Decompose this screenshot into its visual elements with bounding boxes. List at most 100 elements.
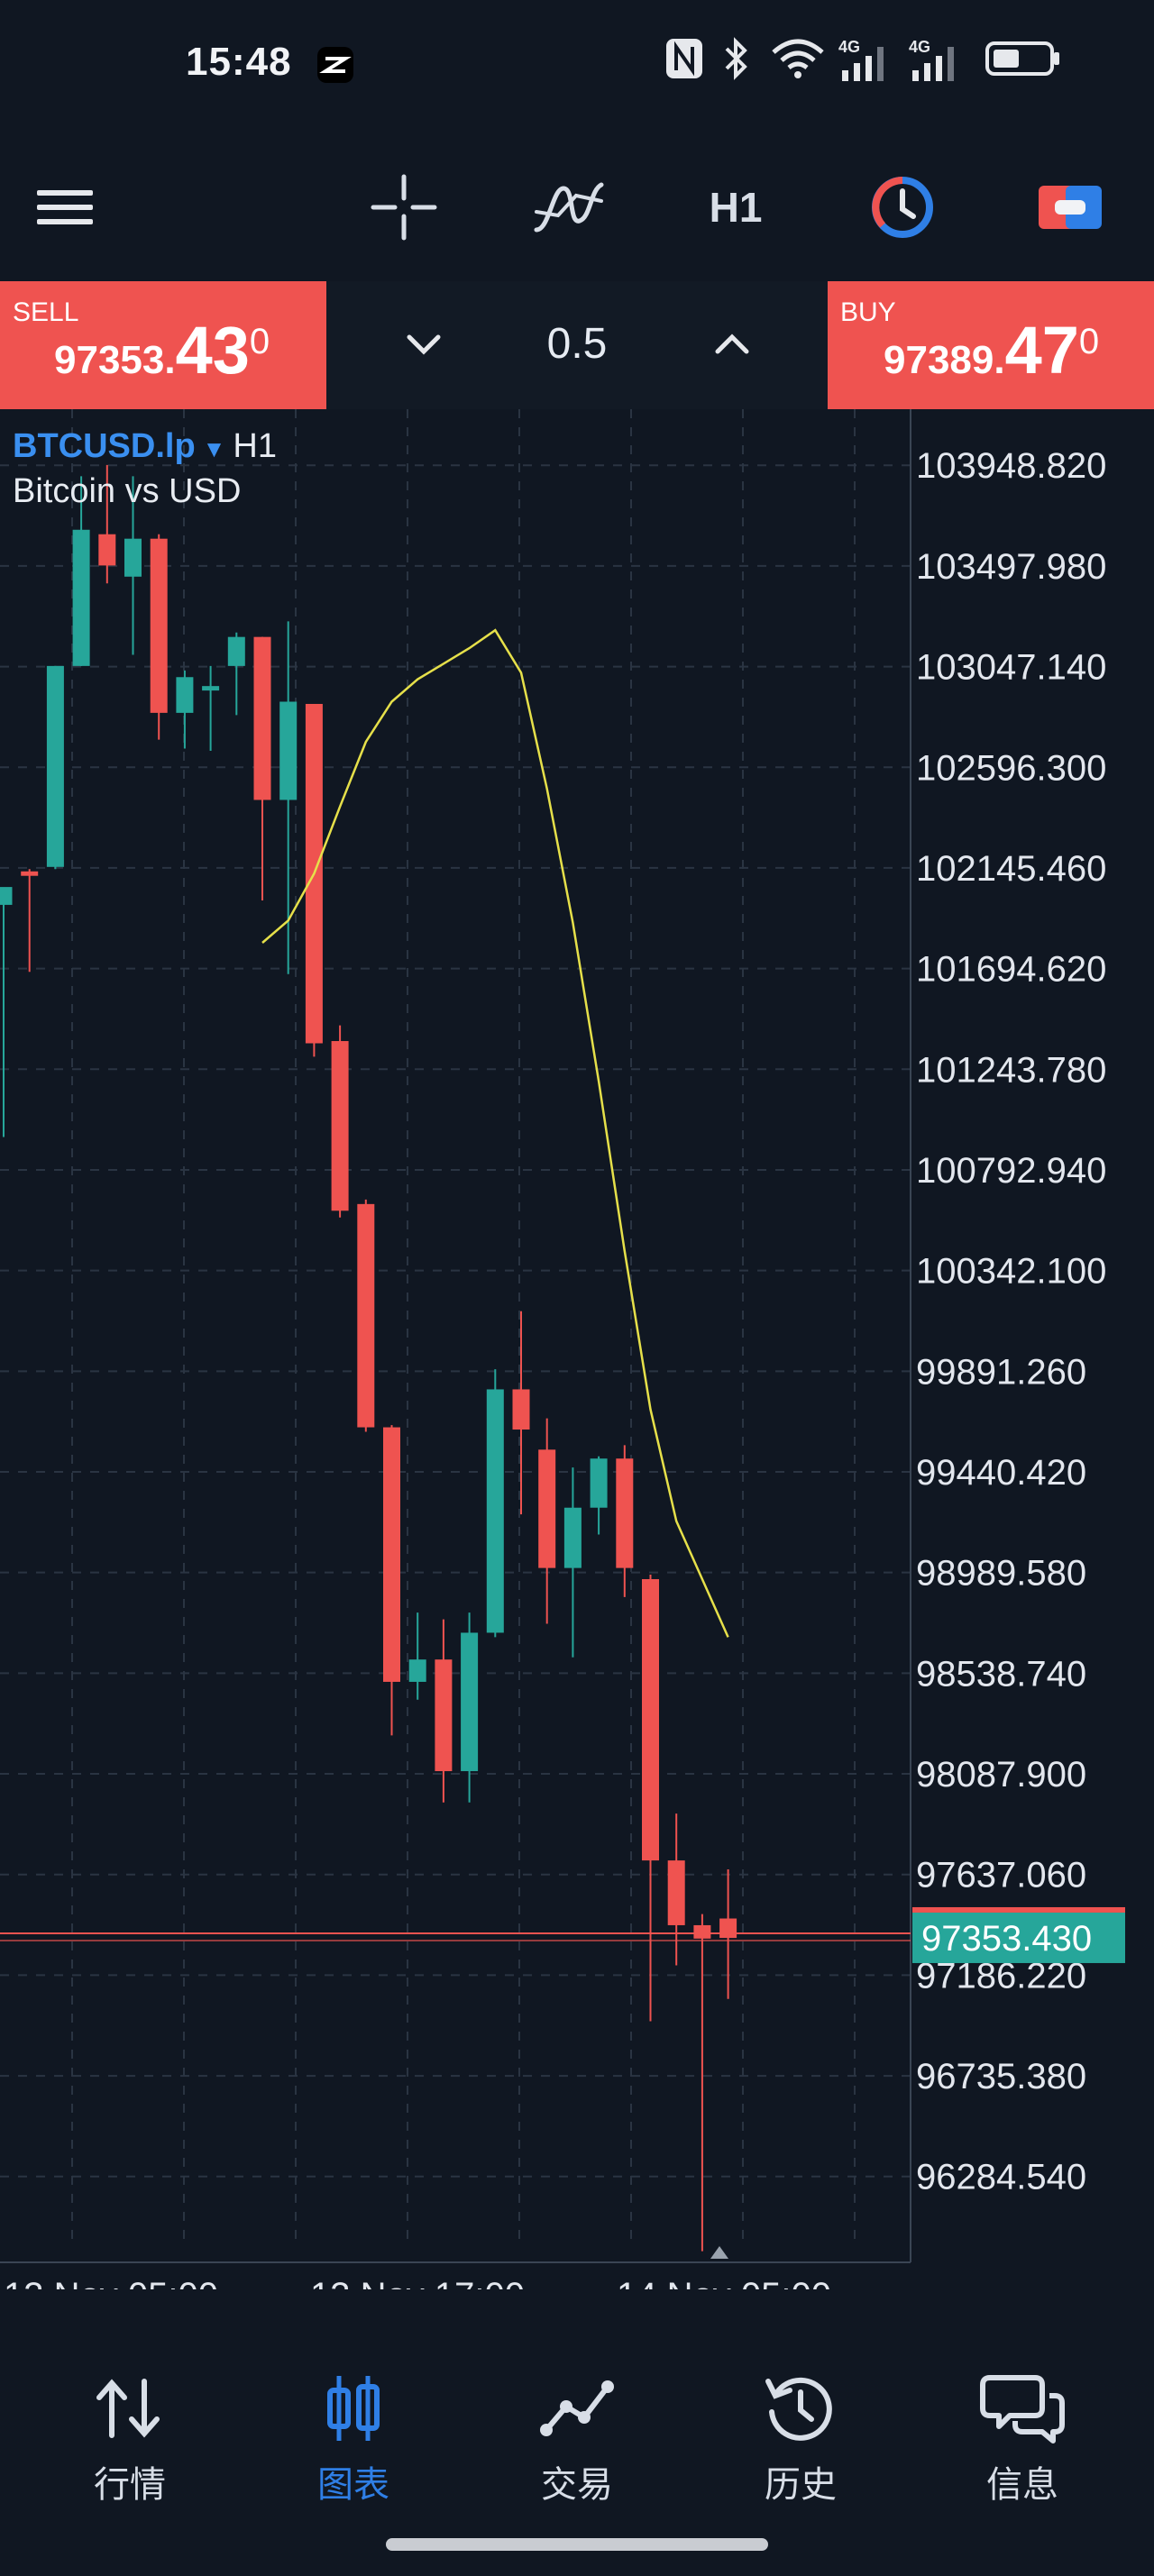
one-click-trade-panel: SELL 97353.430 0.5 BUY 97389.470	[0, 281, 1154, 409]
symbol-name[interactable]: BTCUSD.lp	[13, 427, 196, 465]
sell-price-main: 97353.	[54, 338, 176, 382]
candle-body	[227, 636, 245, 666]
messages-icon	[980, 2375, 1065, 2444]
candle-body	[150, 538, 168, 713]
buy-price-main: 97389.	[884, 338, 1005, 382]
signal-4g-icon: 4G	[838, 38, 884, 81]
y-tick-label: 102596.300	[916, 748, 1106, 788]
candle-body	[72, 529, 90, 666]
nav-chart[interactable]: 图表	[272, 2372, 435, 2553]
home-indicator[interactable]	[386, 2538, 768, 2551]
candle-body	[435, 1659, 453, 1772]
timeframe-label: H1	[709, 184, 763, 231]
crosshair-icon	[371, 174, 437, 241]
nav-quotes[interactable]: 行情	[49, 2372, 211, 2553]
candle-body	[512, 1389, 530, 1430]
price-chart[interactable]: 103948.820 103497.980 103047.140 102596.300…	[0, 409, 1154, 2316]
indicators-icon	[534, 182, 604, 233]
bluetooth-icon	[725, 37, 747, 80]
nav-trade[interactable]: 交易	[496, 2372, 658, 2553]
lot-size-value[interactable]: 0.5	[546, 320, 608, 368]
chart-canvas[interactable]: 103948.820 103497.980 103047.140 102596.300…	[0, 409, 1154, 2329]
sell-price-fraction: 0	[249, 322, 270, 361]
chevron-down-icon	[407, 334, 441, 355]
buy-button[interactable]: BUY 97389.470	[828, 281, 1154, 409]
status-time: 15:48	[186, 40, 292, 84]
chart-toolbar: H1	[0, 135, 1154, 279]
nav-messages[interactable]: 信息	[941, 2372, 1104, 2553]
candle-body	[46, 665, 64, 867]
sell-label: SELL	[13, 297, 79, 327]
timer-icon	[872, 177, 933, 238]
network-label: 4G	[838, 38, 860, 56]
trade-icon	[540, 2380, 614, 2436]
nav-label: 交易	[541, 2465, 613, 2505]
dropdown-icon: ▼	[202, 435, 226, 462]
buy-price-pips: 47	[1004, 313, 1079, 388]
signal-4g-icon: 4G	[909, 38, 954, 81]
timer-button[interactable]	[864, 171, 941, 243]
one-click-trading-icon	[1039, 186, 1102, 229]
y-tick-label: 103047.140	[916, 648, 1106, 688]
candle-body	[202, 686, 220, 691]
menu-icon	[37, 190, 93, 224]
timeframe-button[interactable]: H1	[700, 171, 772, 243]
current-price-label: 97353.430	[921, 1919, 1092, 1959]
nav-label: 历史	[765, 2465, 837, 2505]
y-tick-label: 101243.780	[916, 1050, 1106, 1090]
status-icons: 4G 4G	[658, 36, 1091, 90]
indicators-button[interactable]	[528, 171, 609, 243]
candle-body	[719, 1918, 737, 1939]
current-price-tag	[912, 1912, 1125, 1963]
symbol-description: Bitcoin vs USD	[13, 472, 242, 510]
nav-label: 信息	[986, 2465, 1058, 2505]
nav-history[interactable]: 历史	[719, 2372, 882, 2553]
wifi-icon	[772, 39, 824, 78]
y-tick-label: 100792.940	[916, 1151, 1106, 1191]
candle-body	[0, 887, 13, 905]
candle-body	[616, 1458, 634, 1568]
lot-decrease-button[interactable]	[397, 308, 451, 380]
candle-body	[693, 1924, 711, 1939]
menu-button[interactable]	[31, 171, 99, 243]
y-tick-label: 99891.260	[916, 1352, 1086, 1392]
candle-body	[590, 1458, 608, 1508]
moving-average-line	[261, 628, 729, 1638]
y-tick-label: 100342.100	[916, 1252, 1106, 1292]
last-bar-marker	[710, 2246, 728, 2259]
nav-label: 行情	[94, 2465, 166, 2505]
candle-body	[538, 1449, 556, 1568]
status-bar: 15:48 4G 4G	[0, 0, 1154, 135]
symbol-header[interactable]: BTCUSD.lp ▼ H1	[13, 427, 277, 466]
candle-body	[461, 1632, 479, 1772]
buy-price: 97389.470	[884, 312, 1099, 388]
candle-body	[253, 636, 271, 800]
sell-button[interactable]: SELL 97353.430	[0, 281, 326, 409]
capcut-icon	[317, 47, 353, 83]
network-label: 4G	[909, 38, 930, 56]
candle-body	[486, 1389, 504, 1633]
chevron-up-icon	[715, 333, 749, 354]
y-tick-label: 103497.980	[916, 547, 1106, 587]
y-tick-label: 96284.540	[916, 2158, 1086, 2197]
candle-body	[176, 677, 194, 713]
lot-increase-button[interactable]	[705, 308, 759, 380]
bottom-navigation: 行情 图表 交易 历史 信息	[0, 2289, 1154, 2576]
buy-label: BUY	[840, 297, 896, 327]
candle-body	[667, 1860, 685, 1925]
y-tick-label: 103948.820	[916, 446, 1106, 486]
candle-body	[98, 534, 116, 566]
y-tick-label: 98989.580	[916, 1554, 1086, 1594]
candle-body	[124, 538, 142, 577]
candle-body	[642, 1579, 659, 1861]
sell-price-pips: 43	[175, 313, 250, 388]
y-tick-label: 96735.380	[916, 2057, 1086, 2096]
y-tick-label: 98087.900	[916, 1755, 1086, 1795]
crosshair-button[interactable]	[364, 171, 444, 243]
one-click-trading-button[interactable]	[1035, 171, 1105, 243]
candle-body	[331, 1041, 349, 1211]
battery-icon	[985, 41, 1059, 76]
candle-body	[357, 1203, 375, 1428]
y-tick-label: 97637.060	[916, 1856, 1086, 1895]
y-tick-label: 98538.740	[916, 1654, 1086, 1694]
